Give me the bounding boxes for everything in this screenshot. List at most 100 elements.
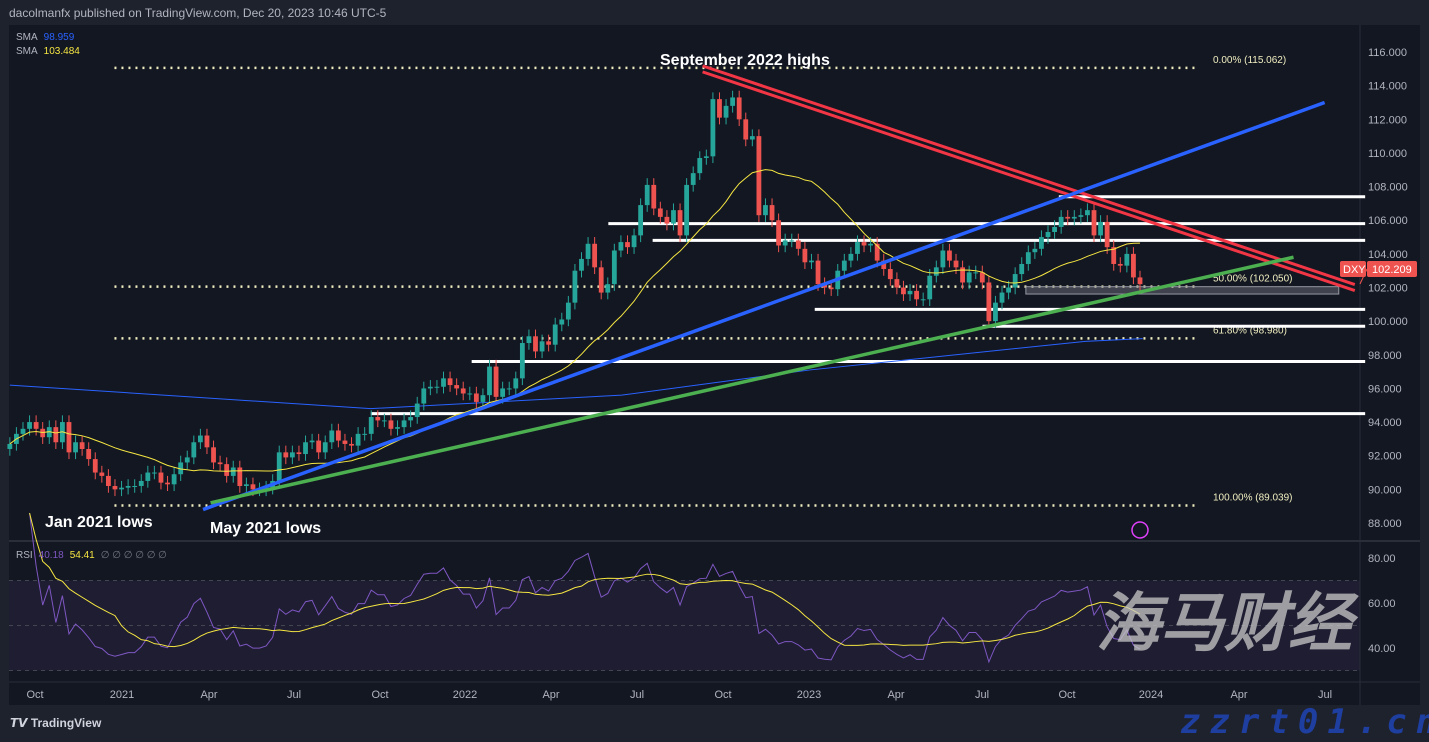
time-tick-label: Oct <box>371 689 388 701</box>
candle-body <box>776 220 782 246</box>
candle-body <box>309 440 315 443</box>
candle-body <box>1111 247 1117 264</box>
price-tick-label: 92.000 <box>1368 451 1402 463</box>
candle-body <box>736 97 742 120</box>
published-header: dacolmanfx published on TradingView.com,… <box>9 6 387 20</box>
candle-body <box>473 393 479 402</box>
alert-icon <box>1131 521 1149 539</box>
candle-body <box>953 260 959 268</box>
candle-body <box>933 267 939 276</box>
candle-body <box>204 435 210 448</box>
price-range-box <box>1025 286 1340 295</box>
candle-body <box>960 267 965 283</box>
candle-body <box>1071 216 1077 219</box>
candle-body <box>999 292 1005 303</box>
chart-annotation: Jan 2021 lows <box>45 514 153 531</box>
candle-body <box>841 260 847 271</box>
candle-body <box>480 395 486 402</box>
time-tick-label: Apr <box>200 689 217 701</box>
candle-body <box>940 250 946 268</box>
candle-body <box>375 417 381 421</box>
candle-body <box>848 253 854 261</box>
candle-body <box>730 97 736 106</box>
sma-long-legend: SMA 98.959 <box>16 32 80 43</box>
tv-icon: 𝙏𝙑 <box>10 716 31 730</box>
rsi-tick-label: 40.00 <box>1368 643 1396 655</box>
candle-body <box>132 485 138 487</box>
candle-body <box>401 420 407 428</box>
candle-body <box>106 475 111 486</box>
time-tick-label: Apr <box>887 689 904 701</box>
price-tick-label: 112.000 <box>1368 114 1407 126</box>
candle-body <box>927 275 933 300</box>
candle-body <box>165 482 170 485</box>
candle-body <box>598 267 604 293</box>
time-tick-label: Jul <box>630 689 644 701</box>
candle-body <box>723 105 729 118</box>
sma-short-legend: SMA 103.484 <box>16 46 86 57</box>
candle-body <box>552 324 558 345</box>
chart-annotation: September 2022 highs <box>660 52 830 69</box>
fib-level-label: 100.00% (89.039) <box>1213 493 1293 504</box>
candle-body <box>947 250 952 261</box>
price-tick-label: 110.000 <box>1368 148 1407 160</box>
candle-body <box>303 442 308 455</box>
candle-body <box>651 184 657 209</box>
candle-body <box>979 272 985 283</box>
candle-body <box>605 284 611 293</box>
candle-body <box>881 260 887 270</box>
candle-body <box>743 119 749 140</box>
candle-body <box>657 208 663 217</box>
candle-body <box>500 388 506 397</box>
candle-body <box>349 443 354 446</box>
candle-body <box>138 480 144 486</box>
candle-body <box>802 248 808 263</box>
candle-body <box>539 341 545 352</box>
price-tick-label: 114.000 <box>1368 81 1407 93</box>
candle-body <box>993 302 998 322</box>
candle-body <box>1065 216 1071 219</box>
candle-body <box>447 378 453 386</box>
candle-body <box>513 378 519 389</box>
candle-body <box>296 452 302 455</box>
tradingview-logo[interactable]: 𝙏𝙑 TradingView <box>10 716 101 730</box>
candle-body <box>690 173 696 185</box>
candle-body <box>822 284 828 288</box>
candle-body <box>1131 253 1136 278</box>
candle-body <box>546 341 552 345</box>
time-tick-label: 2023 <box>797 689 821 701</box>
candle-body <box>1104 221 1110 248</box>
candle-body <box>283 452 289 458</box>
candle-body <box>625 242 630 248</box>
trendline-red <box>702 70 1356 292</box>
candle-body <box>276 452 282 481</box>
candle-body <box>99 472 105 476</box>
candle-body <box>92 459 98 473</box>
candle-body <box>1032 248 1038 253</box>
candle-body <box>79 442 85 449</box>
candle-body <box>677 210 683 236</box>
candle-body <box>395 427 400 429</box>
candle-body <box>828 287 834 290</box>
price-tick-label: 98.000 <box>1368 350 1402 362</box>
sma-label: SMA <box>16 32 38 43</box>
candle-body <box>519 343 525 379</box>
candle-body <box>191 442 197 458</box>
candle-body <box>526 336 532 344</box>
candle-body <box>342 440 348 444</box>
candle-body <box>533 336 538 352</box>
candle-body <box>217 462 223 465</box>
trendline-green <box>210 255 1294 505</box>
candle-body <box>782 240 788 246</box>
candle-body <box>894 279 900 288</box>
candle-body <box>1012 274 1018 288</box>
candle-body <box>914 290 919 300</box>
candle-body <box>1025 252 1031 264</box>
candle-body <box>197 435 203 443</box>
candle-body <box>611 250 617 285</box>
candle-body <box>907 290 913 295</box>
candle-body <box>27 422 32 429</box>
candle-body <box>388 420 394 429</box>
candle-body <box>184 457 190 463</box>
